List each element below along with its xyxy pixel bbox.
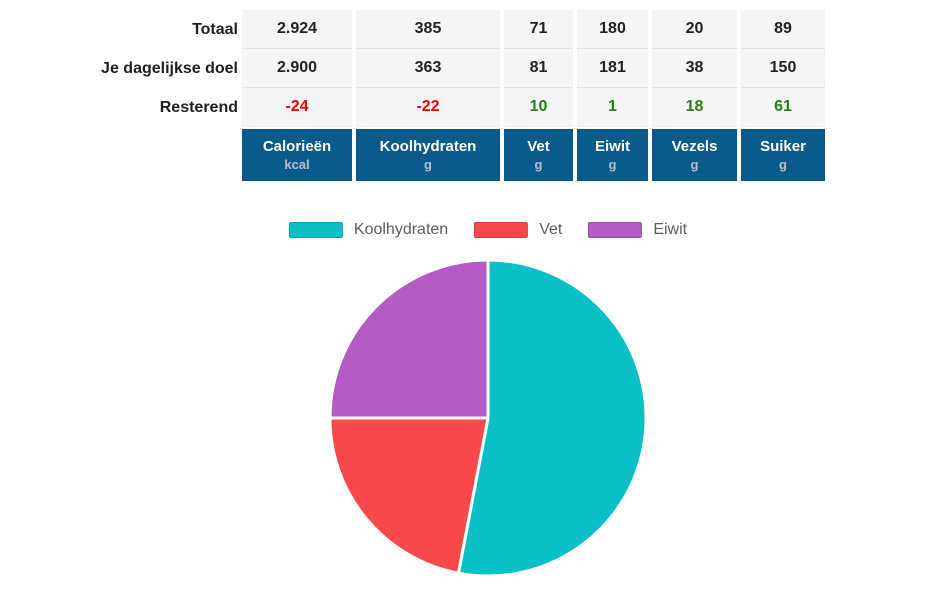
column-header-label: Vet	[527, 138, 550, 155]
cell-totaal-eiwit: 180	[577, 10, 648, 49]
nutrition-totals-table: Totaal 2.924 385 71 180 20 89 Je dagelijkse doe…	[0, 10, 829, 181]
column-header-calorieen: Calorieën kcal	[242, 127, 352, 181]
cell-resterend-eiwit: 1	[577, 88, 648, 127]
column-header-label: Eiwit	[594, 138, 630, 155]
column-header-unit: g	[534, 157, 543, 172]
cell-jedagelijksedoel-koolhydraten: 363	[356, 49, 500, 88]
cell-resterend-suiker: 61	[741, 88, 825, 127]
legend-swatch-vet	[474, 222, 529, 238]
column-header-koolhydraten: Koolhydraten g	[356, 127, 500, 181]
column-header-unit: kcal	[284, 157, 310, 172]
cell-jedagelijksedoel-eiwit: 181	[577, 49, 648, 88]
header-spacer-cell	[4, 127, 238, 181]
column-header-label: Koolhydraten	[379, 138, 477, 155]
column-header-unit: g	[608, 157, 617, 172]
pie-slice-vet	[328, 416, 490, 575]
cell-resterend-koolhydraten: -22	[356, 88, 500, 127]
legend-label: Koolhydraten	[353, 221, 449, 238]
column-header-suiker: Suiker g	[741, 127, 825, 181]
legend-label: Vet	[539, 221, 563, 238]
cell-totaal-suiker: 89	[741, 10, 825, 49]
column-header-unit: g	[779, 157, 787, 172]
row-label: Totaal	[192, 20, 238, 38]
table-row-resterend: Resterend -24 -22 10 1 18 61	[4, 88, 825, 127]
cell-totaal-vezels: 20	[652, 10, 737, 49]
cell-jedagelijksedoel-suiker: 150	[741, 49, 825, 88]
legend-swatch-eiwit	[588, 222, 643, 238]
column-header-vezels: Vezels g	[652, 127, 737, 181]
pie-slice-koolhydraten	[456, 258, 648, 578]
cell-totaal-vet: 71	[504, 10, 573, 49]
table-row-jedagelijksedoel: Je dagelijkse doel 2.900 363 81 181 38 150	[4, 49, 825, 88]
column-header-row: Calorieën kcal Koolhydraten g Vet g Eiwit g Veze…	[4, 127, 825, 181]
totals-table-body: Totaal 2.924 385 71 180 20 89 Je dagelijkse doe…	[4, 10, 825, 181]
legend-item-koolhydraten[interactable]: Koolhydraten	[288, 221, 449, 239]
legend-item-eiwit[interactable]: Eiwit	[588, 221, 687, 239]
column-header-label: Vezels	[671, 138, 718, 155]
legend-label: Eiwit	[653, 221, 688, 238]
pie-slice-eiwit	[328, 258, 490, 420]
table-row-totaal: Totaal 2.924 385 71 180 20 89	[4, 10, 825, 49]
pie-chart	[328, 258, 648, 578]
cell-resterend-vezels: 18	[652, 88, 737, 127]
cell-totaal-koolhydraten: 385	[356, 10, 500, 49]
column-header-vet: Vet g	[504, 127, 573, 181]
cell-resterend-calorieen: -24	[242, 88, 352, 127]
legend-swatch-koolhydraten	[288, 222, 343, 238]
cell-jedagelijksedoel-vezels: 38	[652, 49, 737, 88]
cell-jedagelijksedoel-vet: 81	[504, 49, 573, 88]
column-header-unit: g	[424, 157, 432, 172]
legend-item-vet[interactable]: Vet	[474, 221, 562, 239]
chart-legend: Koolhydraten Vet Eiwit	[276, 221, 700, 239]
row-label: Resterend	[159, 98, 238, 116]
cell-resterend-vet: 10	[504, 88, 573, 127]
column-header-label: Calorieën	[262, 138, 332, 155]
cell-totaal-calorieen: 2.924	[242, 10, 352, 49]
column-header-label: Suiker	[760, 138, 806, 155]
row-label: Je dagelijkse doel	[101, 59, 238, 77]
column-header-unit: g	[690, 157, 699, 172]
column-header-eiwit: Eiwit g	[577, 127, 648, 181]
cell-jedagelijksedoel-calorieen: 2.900	[242, 49, 352, 88]
